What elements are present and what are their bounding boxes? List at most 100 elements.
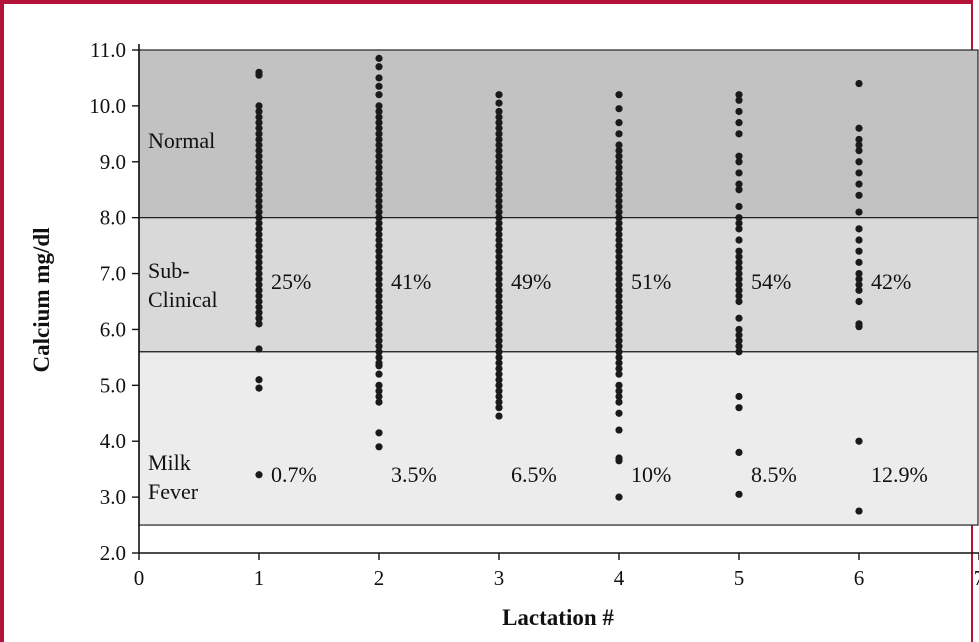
- data-point: [735, 281, 743, 289]
- data-point: [615, 286, 623, 294]
- data-point: [255, 471, 263, 479]
- data-point: [735, 158, 743, 166]
- data-point: [495, 297, 503, 306]
- data-point: [375, 387, 383, 395]
- data-point: [495, 186, 503, 194]
- data-point: [735, 275, 743, 283]
- data-point: [255, 107, 263, 116]
- data-point: [615, 152, 623, 160]
- data-point: [375, 370, 383, 378]
- data-point: [735, 186, 743, 194]
- zone-label-0: Normal: [148, 128, 215, 153]
- data-point: [855, 208, 863, 216]
- data-point: [615, 281, 623, 289]
- data-point: [375, 214, 383, 222]
- data-point: [735, 202, 743, 211]
- data-point: [735, 342, 743, 350]
- data-point: [495, 286, 503, 294]
- data-point: [255, 281, 263, 289]
- data-point: [735, 331, 743, 339]
- data-point: [735, 236, 743, 244]
- data-point: [615, 493, 623, 501]
- data-point: [615, 163, 623, 171]
- data-point: [375, 152, 383, 160]
- x-tick-label: 6: [854, 566, 865, 590]
- data-point: [495, 91, 503, 99]
- data-point: [735, 490, 743, 498]
- data-point: [375, 113, 383, 121]
- data-point: [615, 398, 623, 406]
- data-point: [615, 230, 623, 239]
- data-point: [615, 320, 623, 328]
- data-point: [375, 253, 383, 261]
- data-point: [495, 208, 503, 216]
- data-point: [495, 113, 503, 121]
- data-point: [255, 376, 263, 384]
- y-tick-label: 8.0: [100, 206, 126, 230]
- data-point: [855, 191, 863, 199]
- data-point: [615, 169, 623, 177]
- data-point: [855, 147, 863, 155]
- data-point: [375, 130, 383, 138]
- data-point: [735, 269, 743, 278]
- data-point: [615, 253, 623, 261]
- subclinical-percent-label: 51%: [631, 269, 671, 294]
- data-point: [495, 292, 503, 300]
- data-point: [255, 264, 263, 272]
- y-tick-label: 3.0: [100, 485, 126, 509]
- data-point: [615, 242, 623, 250]
- zone-label-1: Sub- Clinical: [148, 258, 218, 312]
- data-point: [615, 409, 623, 417]
- data-point: [735, 337, 743, 345]
- annotations: 25% 41% 49% 51% 54% 42% 0.7% 3.5% 6.5% 10% 8.5% 12.…: [271, 269, 928, 487]
- data-point: [375, 325, 383, 334]
- data-point: [495, 152, 503, 160]
- data-point: [615, 202, 623, 211]
- data-point: [615, 147, 623, 155]
- data-point: [495, 174, 503, 183]
- data-point: [735, 96, 743, 104]
- data-point: [375, 381, 383, 389]
- data-point: [495, 320, 503, 328]
- data-point: [375, 54, 383, 62]
- data-point: [615, 186, 623, 194]
- data-point: [375, 247, 383, 255]
- data-point: [255, 236, 263, 244]
- data-point: [495, 163, 503, 171]
- data-point: [495, 219, 503, 227]
- data-point: [855, 286, 863, 294]
- data-point: [855, 158, 863, 166]
- data-point: [495, 147, 503, 155]
- zone-band-2: [138, 351, 979, 526]
- data-point: [495, 258, 503, 266]
- data-point: [615, 174, 623, 183]
- data-point: [615, 426, 623, 434]
- data-point: [855, 79, 863, 88]
- data-point: [855, 323, 863, 331]
- data-point: [255, 113, 263, 121]
- data-point: [375, 82, 383, 90]
- data-point: [735, 169, 743, 177]
- data-point: [495, 275, 503, 283]
- data-point: [735, 225, 743, 233]
- data-point: [375, 353, 383, 361]
- data-point: [375, 180, 383, 188]
- data-point: [375, 197, 383, 205]
- data-point: [375, 297, 383, 306]
- data-point: [855, 258, 863, 266]
- data-point: [615, 105, 623, 113]
- data-point: [375, 124, 383, 132]
- data-point: [495, 314, 503, 322]
- data-point: [375, 258, 383, 266]
- data-point: [735, 448, 743, 456]
- data-point: [615, 130, 623, 138]
- data-point: [255, 202, 263, 211]
- data-point: [255, 135, 263, 144]
- data-point: [735, 91, 743, 99]
- data-point: [615, 141, 623, 149]
- data-point: [495, 331, 503, 339]
- data-point: [375, 107, 383, 116]
- data-point: [255, 286, 263, 294]
- data-point: [495, 236, 503, 244]
- data-point: [375, 174, 383, 183]
